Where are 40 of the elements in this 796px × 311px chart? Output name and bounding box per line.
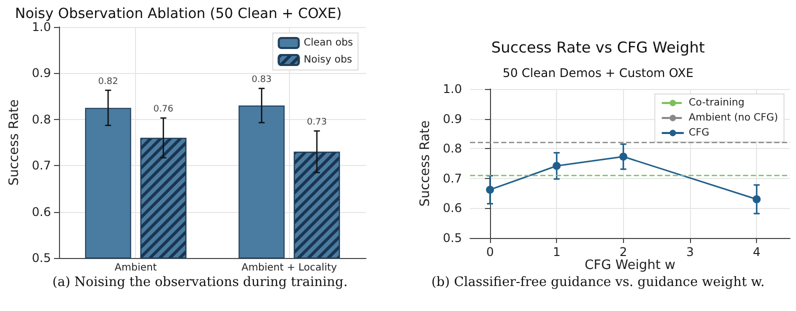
legend-label: Noisy obs [304,54,352,66]
point [486,186,494,194]
y-tick-label: 0.7 [32,158,51,173]
chart-title: Success Rate vs CFG Weight [491,38,705,56]
y-tick-label: 0.5 [32,251,51,265]
legend-label: Clean obs [304,38,353,48]
point [619,152,628,161]
x-tick-label: 3 [686,245,694,259]
text: (a) Noising the observations during training. [52,275,348,290]
text: (b) Classifier-free guidance vs. guidance weight w. [431,275,765,290]
y-tick-label: 0.8 [32,112,51,126]
y-tick-label: 0.6 [442,201,462,216]
legend-label: Co-training [688,98,744,108]
data-label: 0.83 [252,74,272,85]
x-tick-label: Ambient [114,262,157,274]
chart-title: Noisy Observation Ablation (50 Clean + COXE) [15,6,342,22]
y-tick-label: 0.7 [442,171,462,186]
y-tick-label: 0.9 [32,66,51,80]
y-tick-label: 0.9 [442,112,462,126]
legend-label: Ambient (no CFG) [688,112,778,124]
point [752,195,761,204]
y-tick-label: 1.0 [442,82,462,96]
y-tick-label: 0.6 [32,204,51,219]
x-tick-label: 0 [486,245,494,259]
legend-label: CFG [688,128,710,138]
y-axis-title: Success Rate [7,99,22,186]
chart-subtitle: 50 Clean Demos + Custom OXE [502,66,694,80]
data-label: 0.76 [153,104,174,115]
x-tick-label: Ambient + Locality [242,262,338,274]
data-label: 0.82 [98,76,118,87]
x-tick-label: 4 [752,245,760,259]
x-tick-label: 2 [620,245,628,259]
x-axis-title: CFG Weight w [584,258,676,273]
y-tick-label: 0.5 [442,231,462,245]
y-axis-title: Success Rate [418,120,434,207]
x-tick-label: 1 [552,245,560,259]
y-tick-label: 1.0 [32,20,51,34]
data-label: 0.73 [306,117,327,128]
point [552,162,561,170]
y-tick-label: 0.8 [442,142,462,156]
